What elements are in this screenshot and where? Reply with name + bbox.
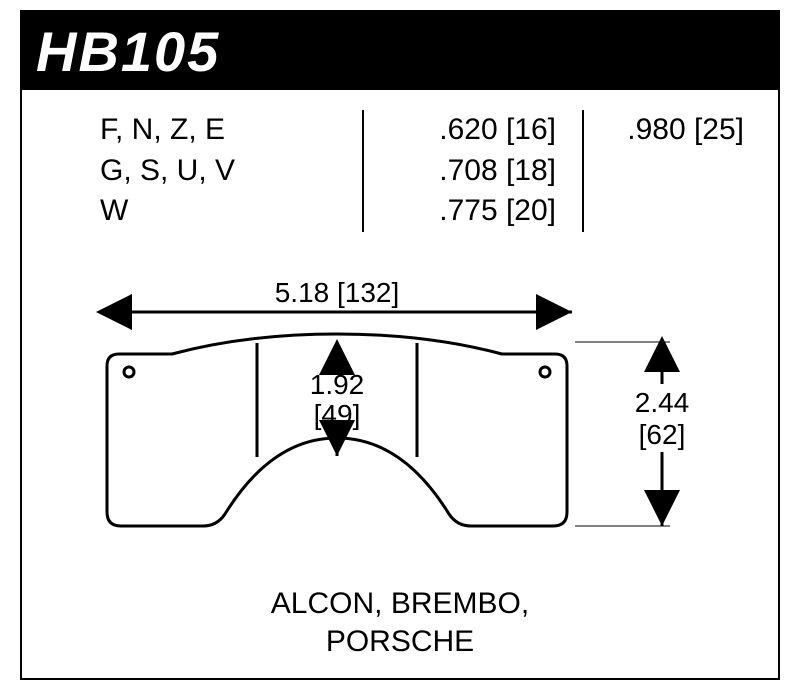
thickness-value: .620 [16] [382, 110, 556, 151]
footer-label: ALCON, BREMBO, PORSCHE [22, 585, 778, 660]
footer-line: ALCON, BREMBO, [22, 585, 778, 623]
part-number: HB105 [36, 19, 220, 84]
inner-height-label-bottom: [49] [314, 399, 361, 430]
footer-line: PORSCHE [22, 623, 778, 661]
spec-table: F, N, Z, E G, S, U, V W .620 [16] .708 [… [82, 110, 748, 232]
width-dimension: 5.18 [132] [102, 277, 572, 312]
thickness-value: .775 [20] [382, 191, 556, 232]
compounds-line: F, N, Z, E [100, 110, 344, 151]
thickness-column-b: .980 [25] [582, 110, 762, 232]
inner-height-label-top: 1.92 [310, 369, 365, 400]
drawing-frame: HB105 F, N, Z, E G, S, U, V W .620 [16] … [20, 10, 780, 680]
thickness-column-a: .620 [16] .708 [18] .775 [20] [362, 110, 582, 232]
outer-height-dimension: 2.44 [62] [575, 342, 689, 526]
compounds-column: F, N, Z, E G, S, U, V W [82, 110, 362, 232]
thickness-value: .980 [25] [602, 110, 744, 151]
outer-height-label-bottom: [62] [639, 419, 686, 450]
diagram-area: 5.18 [132] 1.92 [49] [22, 272, 778, 622]
header-bar: HB105 [22, 12, 778, 90]
compounds-line: G, S, U, V [100, 151, 344, 192]
thickness-value: .708 [18] [382, 151, 556, 192]
outer-height-label-top: 2.44 [635, 387, 690, 418]
width-dim-label: 5.18 [132] [275, 277, 400, 308]
pad-diagram-svg: 5.18 [132] 1.92 [49] [22, 272, 782, 622]
compounds-line: W [100, 191, 344, 232]
